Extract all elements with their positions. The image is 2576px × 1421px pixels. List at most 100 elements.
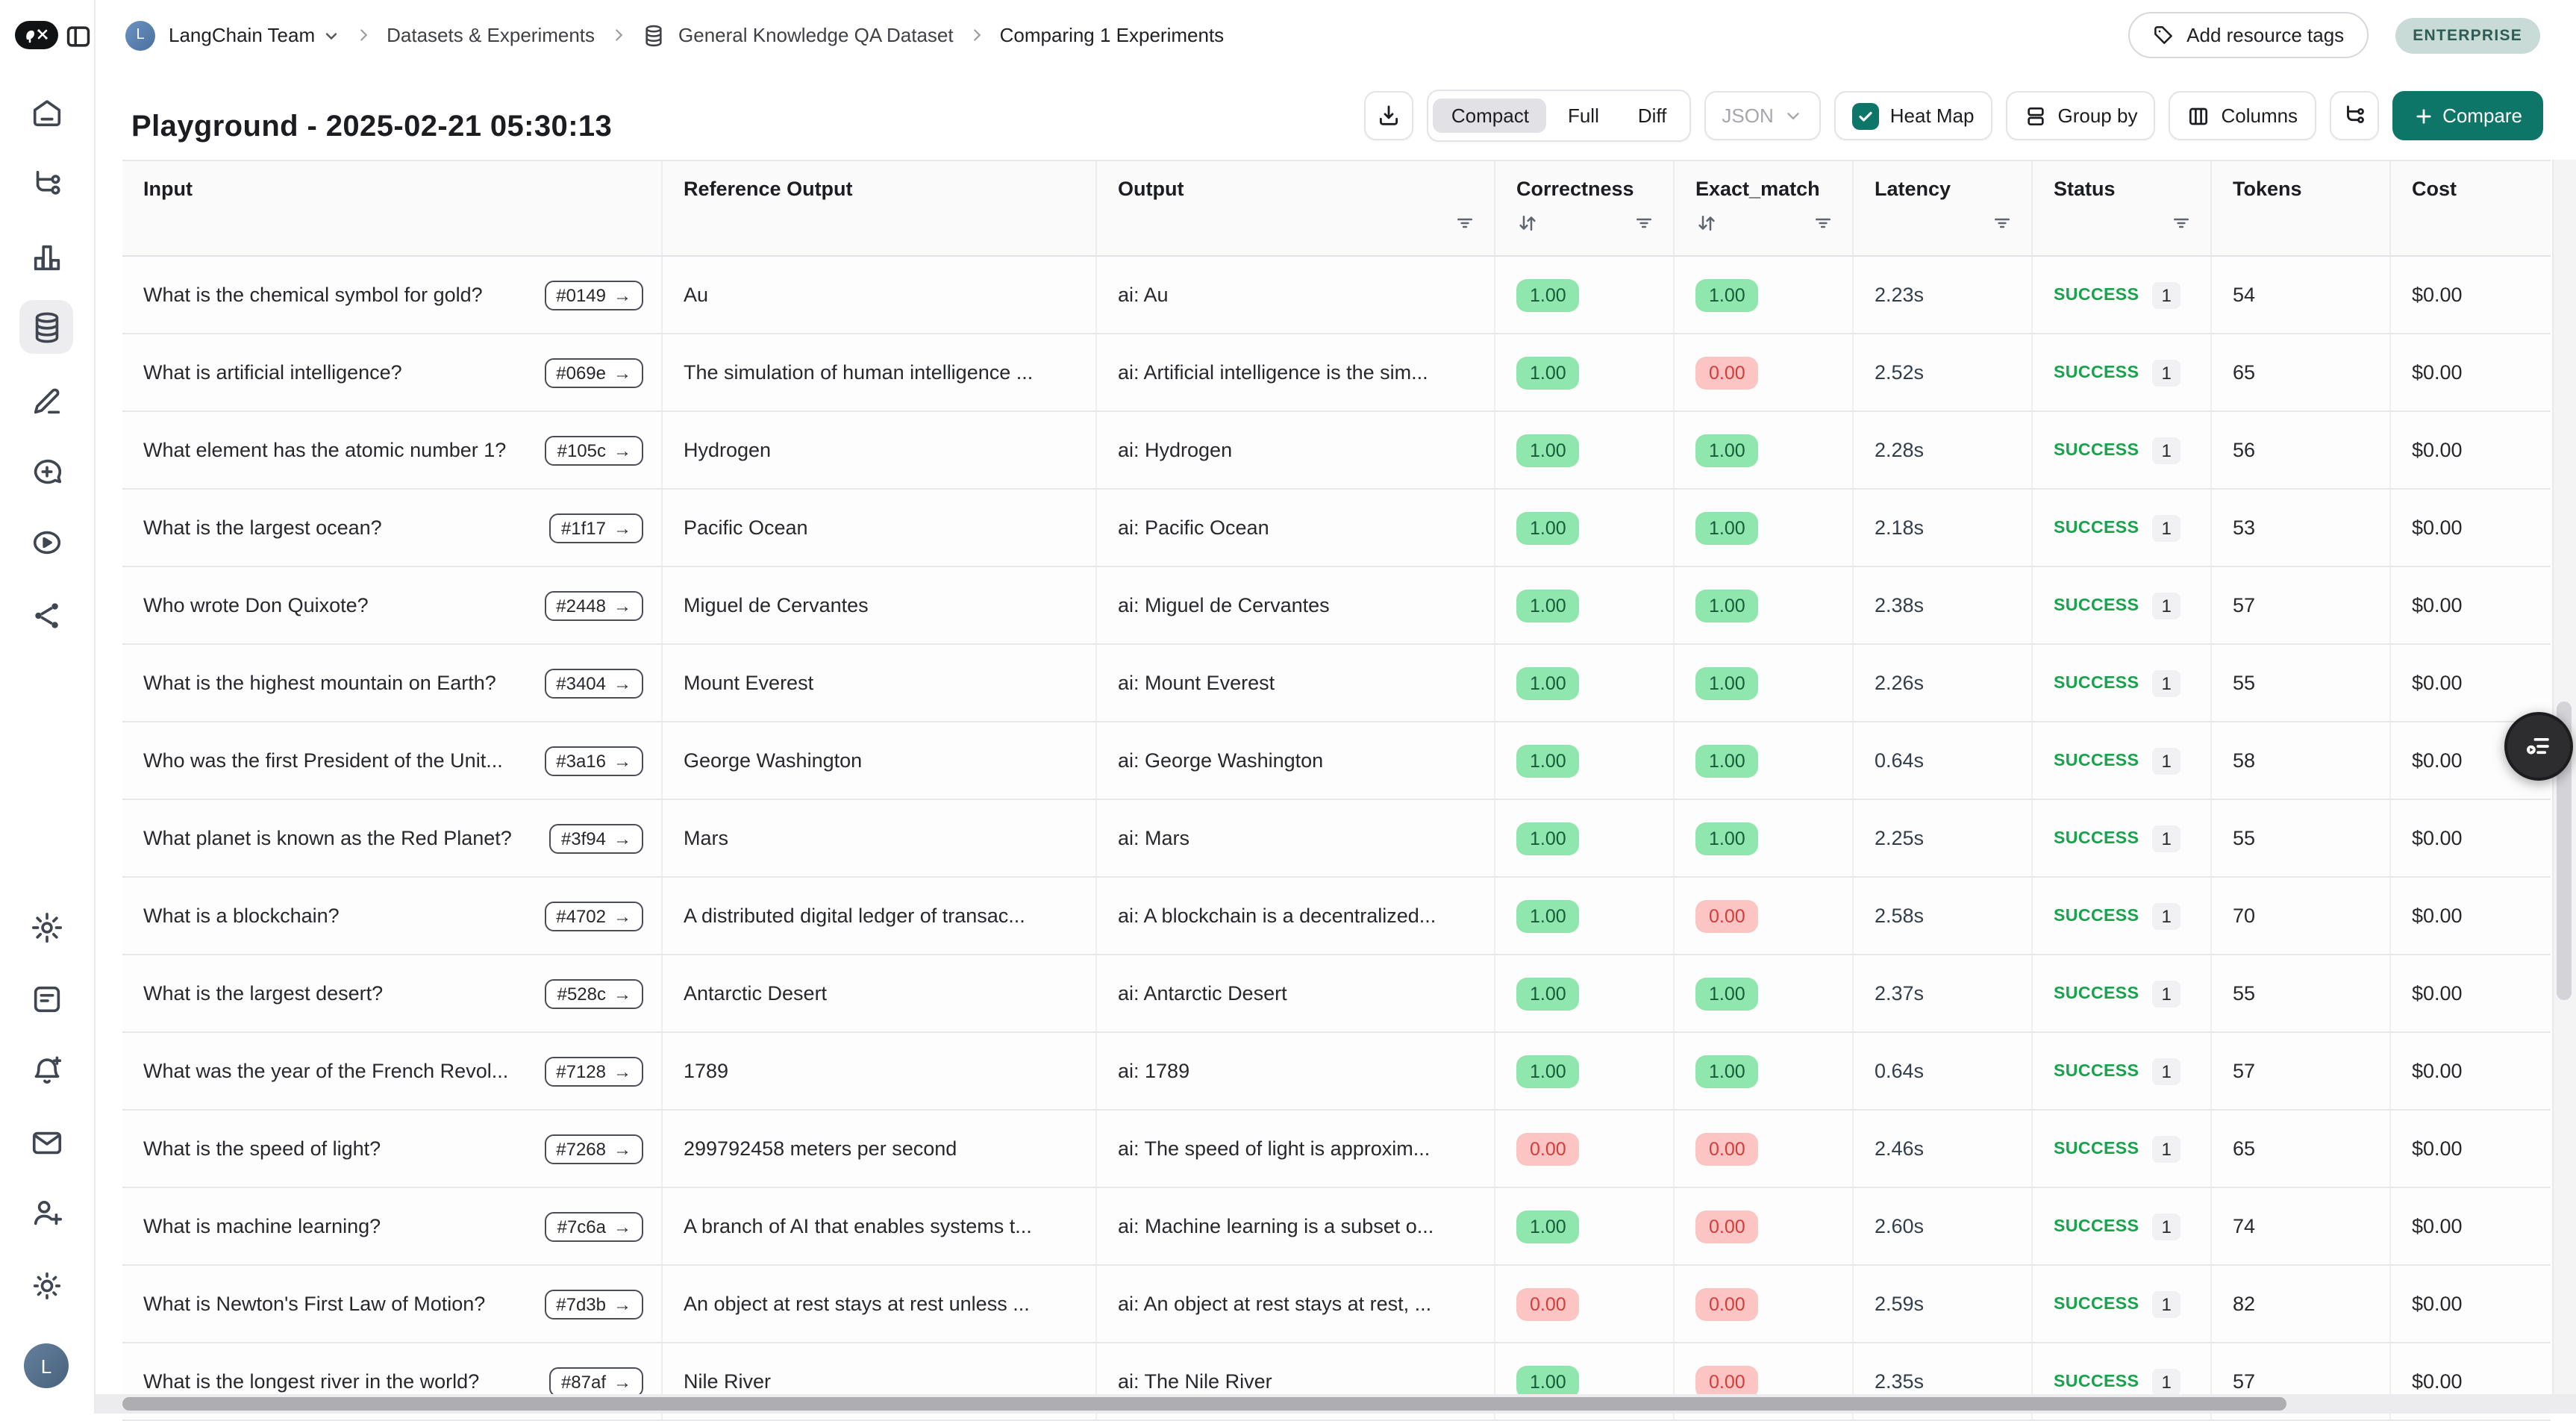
share-nodes-icon: [34, 602, 57, 628]
langsmith-logo[interactable]: [15, 21, 58, 49]
example-link-badge[interactable]: #7c6a →: [545, 1211, 643, 1241]
heat-map-label: Heat Map: [1889, 104, 1975, 127]
example-link-badge[interactable]: #7d3b →: [544, 1289, 643, 1319]
sidebar-item-datasets[interactable]: [19, 300, 73, 354]
format-select[interactable]: JSON: [1704, 91, 1822, 140]
table-row[interactable]: What was the year of the French Revol...…: [122, 1033, 2551, 1111]
sidebar-item-docs[interactable]: [19, 972, 73, 1025]
table-row[interactable]: What is the speed of light? #7268 → 2997…: [122, 1111, 2551, 1188]
table-row[interactable]: What is the largest ocean? #1f17 → Pacif…: [122, 490, 2551, 567]
example-link-badge[interactable]: #3a16 →: [544, 746, 643, 775]
format-select-value: JSON: [1722, 104, 1774, 127]
example-link-badge[interactable]: #105c →: [545, 435, 643, 465]
horizontal-scrollbar-thumb[interactable]: [122, 1397, 2286, 1411]
example-link-badge[interactable]: #87af →: [548, 1367, 643, 1396]
status-cell: SUCCESS 1: [2033, 1266, 2212, 1342]
add-resource-tags-button[interactable]: Add resource tags: [2128, 12, 2369, 58]
example-link-badge[interactable]: #3404 →: [544, 668, 643, 698]
filter-icon[interactable]: [1454, 212, 1476, 234]
table-row[interactable]: Who was the first President of the Unit.…: [122, 722, 2551, 800]
correctness-score: 1.00: [1516, 899, 1580, 932]
table-row[interactable]: What is the chemical symbol for gold? #0…: [122, 257, 2551, 334]
reference-output-text: George Washington: [684, 749, 863, 772]
table-row[interactable]: What element has the atomic number 1? #1…: [122, 412, 2551, 490]
sidebar-item-invite-user[interactable]: [19, 1185, 73, 1239]
sidebar-item-theme-toggle[interactable]: [19, 1258, 73, 1312]
runs-panel-floating-button[interactable]: [2504, 712, 2573, 781]
table-row[interactable]: What is the largest desert? #528c → Anta…: [122, 955, 2551, 1033]
view-mode-compact[interactable]: Compact: [1433, 99, 1547, 133]
output-text: ai: Mars: [1118, 827, 1190, 849]
heat-map-toggle[interactable]: Heat Map: [1834, 91, 1992, 140]
correctness-cell: 1.00: [1495, 645, 1675, 721]
sidebar-item-feedback[interactable]: [19, 445, 73, 499]
latency-cell: 2.35s: [1854, 1343, 2033, 1420]
reference-output-text: Hydrogen: [684, 439, 772, 461]
sort-icon[interactable]: [1695, 212, 1718, 234]
download-button[interactable]: [1364, 91, 1414, 140]
sidebar-item-notifications[interactable]: [19, 1043, 73, 1097]
latency-value: 0.64s: [1875, 749, 1925, 772]
heat-map-checkbox[interactable]: [1852, 102, 1880, 129]
breadcrumb-datasets-experiments[interactable]: Datasets & Experiments: [387, 24, 595, 46]
table-row[interactable]: What is the highest mountain on Earth? #…: [122, 645, 2551, 722]
example-link-badge[interactable]: #7268 →: [544, 1134, 643, 1164]
chevron-down-icon: [325, 32, 337, 40]
input-cell: What is the largest desert? #528c →: [122, 955, 663, 1031]
filter-icon[interactable]: [1991, 212, 2013, 234]
table-row[interactable]: What is a blockchain? #4702 → A distribu…: [122, 878, 2551, 955]
table-row[interactable]: What is artificial intelligence? #069e →…: [122, 334, 2551, 412]
vertical-scrollbar-thumb[interactable]: [2557, 702, 2572, 1000]
compare-button[interactable]: Compare: [2392, 91, 2543, 140]
filter-icon[interactable]: [1633, 212, 1655, 234]
sidebar-item-annotation-queues[interactable]: [19, 373, 73, 427]
sidebar-item-settings[interactable]: [19, 900, 73, 954]
example-link-badge[interactable]: #2448 →: [544, 590, 643, 620]
status-text: SUCCESS: [2054, 1062, 2139, 1080]
breadcrumb-dataset-name[interactable]: General Knowledge QA Dataset: [678, 24, 954, 46]
columns-button[interactable]: Columns: [2169, 91, 2316, 140]
input-text: What element has the atomic number 1?: [143, 439, 507, 461]
sort-icon[interactable]: [1516, 212, 1539, 234]
example-link-badge[interactable]: #069e →: [544, 357, 643, 387]
input-text: What is the highest mountain on Earth?: [143, 672, 496, 694]
view-mode-diff[interactable]: Diff: [1637, 104, 1667, 127]
sidebar-item-playground[interactable]: [19, 515, 73, 569]
sidebar-item-mail[interactable]: [19, 1115, 73, 1169]
sidebar-item-home[interactable]: [19, 85, 73, 139]
group-by-button[interactable]: Group by: [2005, 91, 2156, 140]
table-row[interactable]: What is Newton's First Law of Motion? #7…: [122, 1266, 2551, 1343]
arrow-right-icon: →: [613, 750, 631, 771]
example-link-badge[interactable]: #0149 →: [544, 280, 643, 310]
reference-output-text: A branch of AI that enables systems t...: [684, 1215, 1032, 1237]
example-link-badge[interactable]: #1f17 →: [548, 513, 643, 543]
correctness-score: 1.00: [1516, 1055, 1580, 1087]
cost-value: $0.00: [2412, 516, 2463, 539]
vertical-scrollbar[interactable]: [2552, 160, 2576, 1396]
sidebar-item-monitoring[interactable]: [19, 230, 73, 284]
status-cell: SUCCESS 1: [2033, 1343, 2212, 1420]
horizontal-scrollbar[interactable]: [94, 1394, 2576, 1414]
example-link-badge[interactable]: #528c →: [545, 978, 643, 1008]
example-link-badge[interactable]: #7128 →: [544, 1056, 643, 1086]
tree-view-button[interactable]: [2329, 91, 2379, 140]
filter-icon[interactable]: [1812, 212, 1834, 234]
sidebar-item-prompts[interactable]: [19, 588, 73, 642]
sidebar-toggle-icon[interactable]: [61, 19, 94, 52]
output-text: ai: Miguel de Cervantes: [1118, 594, 1330, 616]
filter-icon[interactable]: [2170, 212, 2192, 234]
column-label: Latency: [1875, 178, 1951, 200]
column-header-correctness: Correctness: [1495, 161, 1675, 255]
user-avatar[interactable]: L: [24, 1343, 69, 1388]
team-switcher[interactable]: LangChain Team: [169, 24, 340, 46]
example-link-badge[interactable]: #3f94 →: [548, 823, 643, 853]
correctness-score: 1.00: [1516, 822, 1580, 855]
table-row[interactable]: What planet is known as the Red Planet? …: [122, 800, 2551, 878]
sidebar-item-tracing-projects[interactable]: [19, 157, 73, 210]
table-row[interactable]: Who wrote Don Quixote? #2448 → Miguel de…: [122, 567, 2551, 645]
example-link-badge[interactable]: #4702 →: [544, 901, 643, 931]
table-row[interactable]: What is machine learning? #7c6a → A bran…: [122, 1188, 2551, 1266]
run-count-badge: 1: [2152, 514, 2180, 541]
view-mode-full[interactable]: Full: [1567, 104, 1599, 127]
latency-value: 2.46s: [1875, 1137, 1925, 1160]
